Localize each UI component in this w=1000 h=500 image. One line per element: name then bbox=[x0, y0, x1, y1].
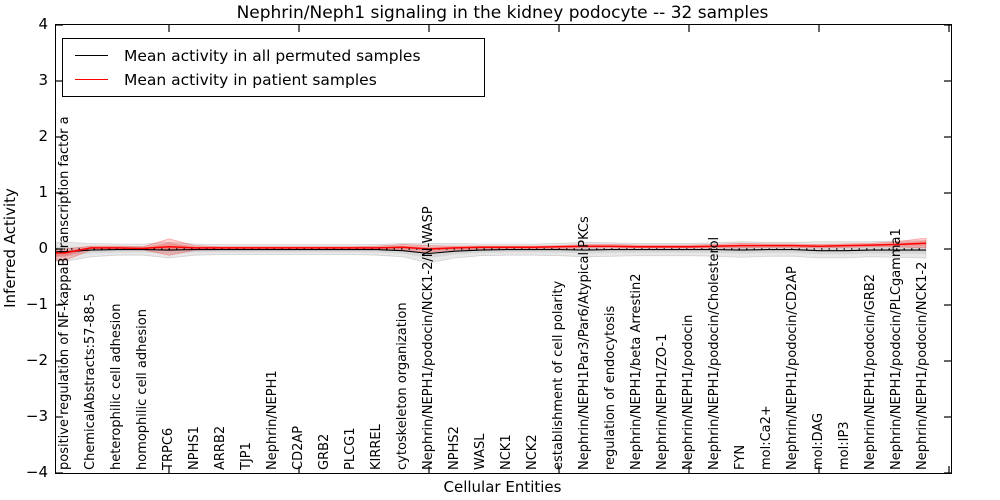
y-tick-label: −1 bbox=[25, 295, 48, 313]
x-tick-label: Nephrin/NEPH1/podocin/NCK1-2/N-WASP bbox=[421, 206, 436, 470]
patient-mean-line bbox=[56, 242, 926, 254]
x-tick-label: Nephrin/NEPH1Par3/Par6/Atypical PKCs bbox=[577, 216, 592, 470]
x-tick-label: Nephrin/NEPH1/podocin/Cholesterol bbox=[707, 236, 722, 470]
chart-canvas bbox=[56, 25, 951, 473]
x-tick-label: CD2AP bbox=[291, 425, 306, 470]
x-tick-label: Nephrin/NEPH1/podocin/PLCgamma1 bbox=[889, 228, 904, 470]
patient-line-sample bbox=[75, 79, 108, 80]
permuted-line-sample bbox=[75, 55, 108, 56]
x-tick-label: ChemicalAbstracts:57-88-5 bbox=[83, 293, 98, 470]
x-tick-label: mol:DAG bbox=[811, 412, 826, 470]
plot-area: positive regulation of NF-kappaB transcr… bbox=[55, 24, 952, 474]
y-tick-label: −3 bbox=[25, 407, 48, 425]
x-tick-label: GRB2 bbox=[317, 433, 332, 470]
x-tick-label: mol:IP3 bbox=[837, 421, 852, 470]
x-tick-label: NCK1 bbox=[499, 434, 514, 470]
legend-item-permuted: Mean activity in all permuted samples bbox=[63, 47, 484, 65]
x-tick-label: KIRREL bbox=[369, 424, 384, 470]
x-tick-label: Nephrin/NEPH1 bbox=[265, 370, 280, 470]
x-tick-label: ARRB2 bbox=[213, 425, 228, 470]
x-tick-label: Nephrin/NEPH1/beta Arrestin2 bbox=[629, 273, 644, 471]
x-tick-label: Nephrin/NEPH1/podocin/NCK1-2 bbox=[915, 261, 930, 470]
x-tick-label: Nephrin/NEPH1/podocin/CD2AP bbox=[785, 266, 800, 470]
x-tick-label: positive regulation of NF-kappaB transcr… bbox=[57, 116, 72, 470]
x-tick-label: PLCG1 bbox=[343, 427, 358, 470]
permuted-mean-line bbox=[56, 249, 926, 255]
y-tick-label: −4 bbox=[25, 463, 48, 481]
legend-label-permuted: Mean activity in all permuted samples bbox=[124, 46, 421, 65]
y-tick-label: 2 bbox=[38, 127, 48, 145]
x-tick-label: Nephrin/NEPH1/podocin/GRB2 bbox=[863, 273, 878, 470]
x-tick-label: WASL bbox=[473, 433, 488, 470]
x-tick-label: regulation of endocytosis bbox=[603, 305, 618, 470]
x-tick-label: establishment of cell polarity bbox=[551, 280, 566, 470]
y-tick-label: −2 bbox=[25, 351, 48, 369]
x-tick-label: FYN bbox=[733, 444, 748, 470]
legend-item-patient: Mean activity in patient samples bbox=[63, 71, 484, 89]
y-tick-label: 1 bbox=[38, 183, 48, 201]
x-tick-label: heterophilic cell adhesion bbox=[109, 303, 124, 471]
x-tick-label: homophilic cell adhesion bbox=[135, 309, 150, 470]
y-tick-label: 0 bbox=[38, 239, 48, 257]
chart-title: Nephrin/Neph1 signaling in the kidney po… bbox=[236, 3, 769, 23]
x-tick-label: NPHS2 bbox=[447, 426, 462, 470]
legend-label-patient: Mean activity in patient samples bbox=[124, 70, 377, 89]
x-axis-label: Cellular Entities bbox=[443, 478, 562, 496]
y-tick-label: 3 bbox=[38, 71, 48, 89]
y-tick-label: 4 bbox=[38, 15, 48, 33]
x-tick-label: TJP1 bbox=[239, 442, 254, 470]
x-tick-label: mol:Ca2+ bbox=[759, 405, 774, 470]
x-tick-label: Nephrin/NEPH1/podocin bbox=[681, 314, 696, 470]
x-tick-label: cytoskeleton organization bbox=[395, 302, 410, 470]
legend: Mean activity in all permuted samples Me… bbox=[62, 38, 485, 97]
x-tick-label: NPHS1 bbox=[187, 426, 202, 470]
x-tick-label: NCK2 bbox=[525, 434, 540, 470]
x-tick-label: Nephrin/NEPH1/ZO-1 bbox=[655, 333, 670, 470]
x-tick-label: TRPC6 bbox=[161, 427, 176, 470]
